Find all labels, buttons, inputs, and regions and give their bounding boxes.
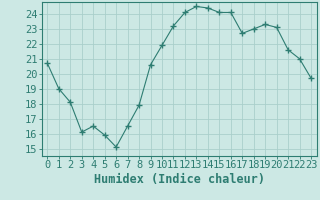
X-axis label: Humidex (Indice chaleur): Humidex (Indice chaleur): [94, 173, 265, 186]
